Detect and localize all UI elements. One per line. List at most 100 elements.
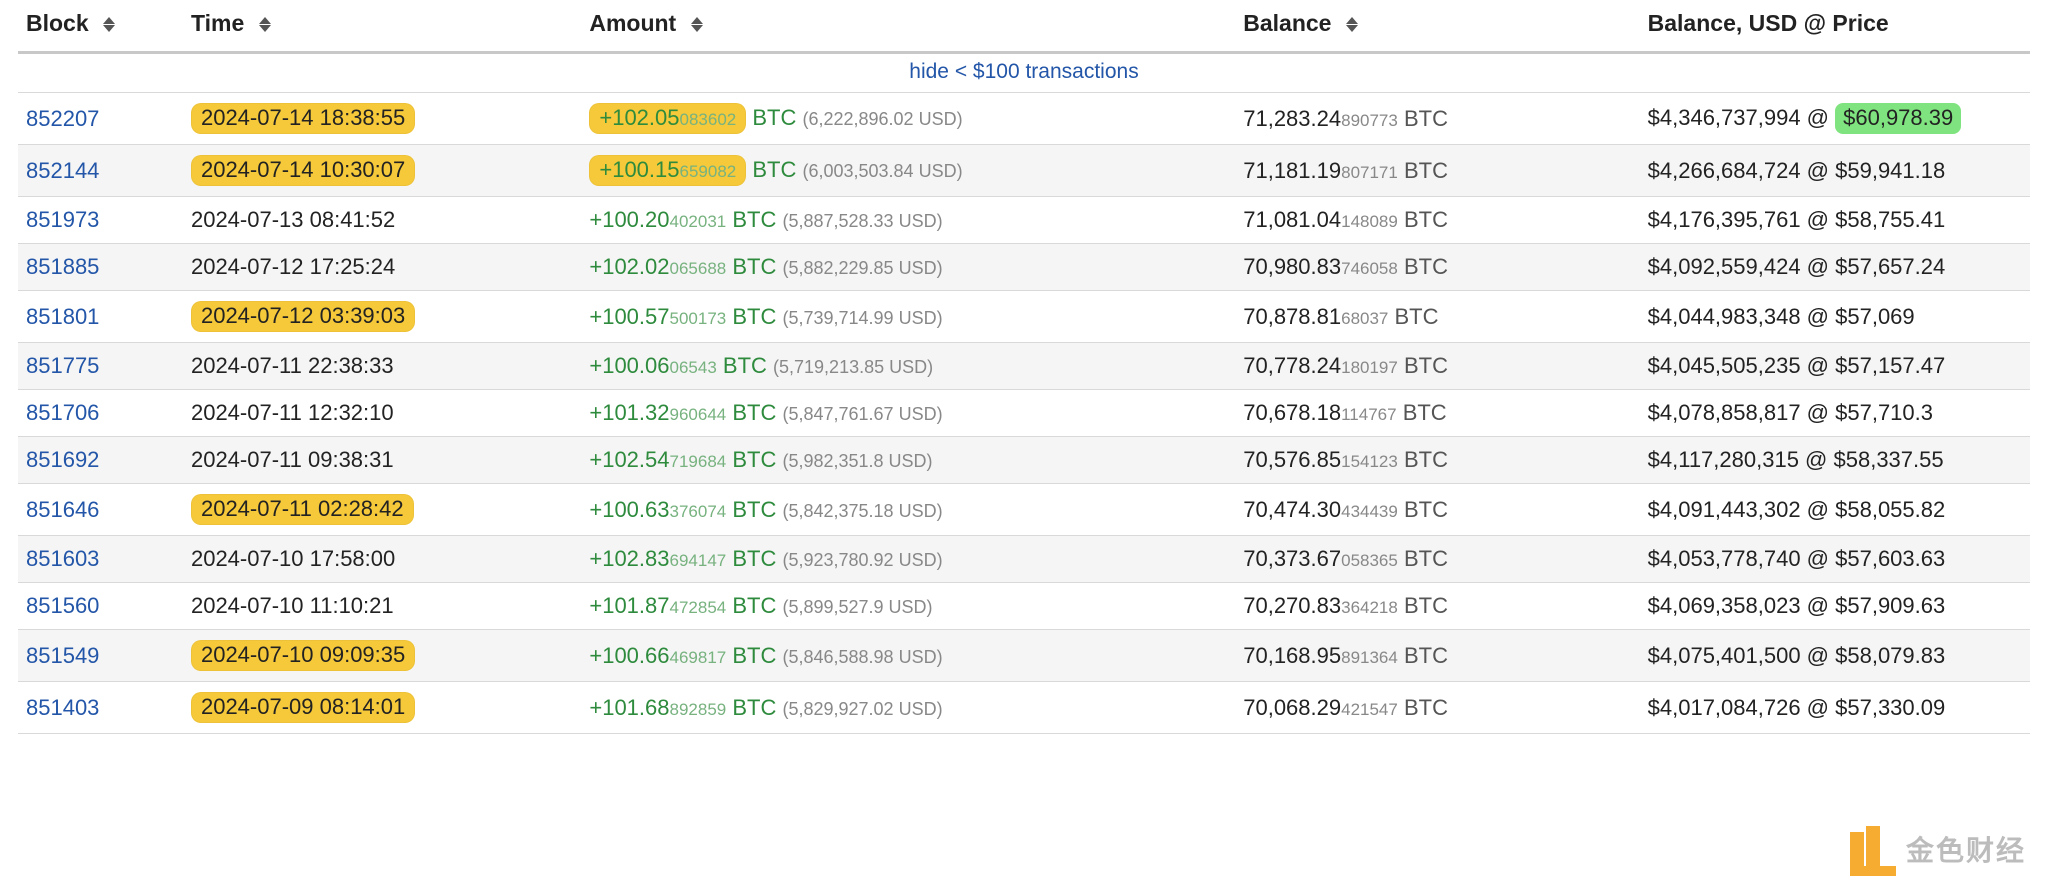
col-header-block[interactable]: Block bbox=[18, 0, 183, 53]
amount-unit: BTC bbox=[717, 353, 773, 378]
time-cell: 2024-07-14 10:30:07 bbox=[183, 145, 581, 197]
amount-usd: (5,899,527.9 USD) bbox=[782, 597, 932, 617]
block-link[interactable]: 851801 bbox=[26, 304, 99, 329]
block-link[interactable]: 852144 bbox=[26, 158, 99, 183]
sort-icon[interactable] bbox=[259, 17, 271, 32]
col-header-balance[interactable]: Balance bbox=[1235, 0, 1639, 53]
balance-int: 70,878.81 bbox=[1243, 304, 1341, 329]
amount-usd: (5,719,213.85 USD) bbox=[773, 357, 933, 377]
amount-cell: +102.05083602 BTC (6,222,896.02 USD) bbox=[581, 93, 1235, 145]
block-link[interactable]: 851646 bbox=[26, 497, 99, 522]
time-cell: 2024-07-10 09:09:35 bbox=[183, 630, 581, 682]
col-header-label: Balance, USD @ Price bbox=[1648, 10, 1889, 36]
balance-int: 70,778.24 bbox=[1243, 353, 1341, 378]
balance-frac: 746058 bbox=[1341, 259, 1398, 278]
amount-unit: BTC bbox=[726, 593, 782, 618]
balance-usd-cell: $4,346,737,994 @ $60,978.39 bbox=[1640, 93, 2030, 145]
table-row: 851706 2024-07-11 12:32:10+101.32960644 B… bbox=[18, 390, 2030, 437]
amount-cell: +100.15659082 BTC (6,003,503.84 USD) bbox=[581, 145, 1235, 197]
price-value: $57,330.09 bbox=[1835, 695, 1945, 720]
time-value: 2024-07-10 17:58:00 bbox=[191, 546, 395, 571]
amount-usd: (5,842,375.18 USD) bbox=[782, 501, 942, 521]
balance-usd-cell: $4,053,778,740 @ $57,603.63 bbox=[1640, 536, 2030, 583]
amount-cell: +100.57500173 BTC (5,739,714.99 USD) bbox=[581, 291, 1235, 343]
balance-usd-value: $4,266,684,724 @ bbox=[1648, 158, 1835, 183]
table-row: 8515602024-07-10 11:10:21+101.87472854 B… bbox=[18, 583, 2030, 630]
balance-unit: BTC bbox=[1388, 304, 1438, 329]
table-row: 8515492024-07-10 09:09:35+100.66469817 B… bbox=[18, 630, 2030, 682]
balance-usd-cell: $4,017,084,726 @ $57,330.09 bbox=[1640, 682, 2030, 734]
balance-cell: 71,181.19807171 BTC bbox=[1235, 145, 1639, 197]
balance-usd-value: $4,017,084,726 @ bbox=[1648, 695, 1835, 720]
balance-unit: BTC bbox=[1398, 593, 1448, 618]
time-cell: 2024-07-11 12:32:10 bbox=[183, 390, 581, 437]
amount-usd: (5,846,588.98 USD) bbox=[782, 647, 942, 667]
balance-cell: 70,474.30434439 BTC bbox=[1235, 484, 1639, 536]
balance-int: 70,373.67 bbox=[1243, 546, 1341, 571]
price-value: $58,079.83 bbox=[1835, 643, 1945, 668]
amount-btc: +102.02065688 bbox=[589, 254, 726, 279]
balance-frac: 421547 bbox=[1341, 700, 1398, 719]
amount-unit: BTC bbox=[726, 304, 782, 329]
balance-frac: 807171 bbox=[1341, 163, 1398, 182]
block-link[interactable]: 851403 bbox=[26, 695, 99, 720]
sort-icon[interactable] bbox=[691, 17, 703, 32]
price-value: $59,941.18 bbox=[1835, 158, 1945, 183]
time-cell: 2024-07-10 11:10:21 bbox=[183, 583, 581, 630]
amount-btc: +100.0606543 bbox=[589, 353, 716, 378]
table-row: 8522072024-07-14 18:38:55+102.05083602 B… bbox=[18, 93, 2030, 145]
block-link[interactable]: 851885 bbox=[26, 254, 99, 279]
price-value: $57,909.63 bbox=[1835, 593, 1945, 618]
amount-btc: +100.57500173 bbox=[589, 304, 726, 329]
block-link[interactable]: 851549 bbox=[26, 643, 99, 668]
table-row: 8517752024-07-11 22:38:33+100.0606543 BT… bbox=[18, 343, 2030, 390]
time-cell: 2024-07-12 17:25:24 bbox=[183, 244, 581, 291]
balance-usd-cell: $4,078,858,817 @ $57,710.3 bbox=[1640, 390, 2030, 437]
price-value: $60,978.39 bbox=[1835, 103, 1961, 134]
table-row: 8521442024-07-14 10:30:07+100.15659082 B… bbox=[18, 145, 2030, 197]
hide-small-tx-toggle[interactable]: hide < $100 transactions bbox=[18, 53, 2030, 93]
block-link[interactable]: 851706 bbox=[26, 400, 99, 425]
price-value: $57,603.63 bbox=[1835, 546, 1945, 571]
time-value: 2024-07-10 09:09:35 bbox=[191, 640, 415, 671]
sort-icon[interactable] bbox=[1346, 17, 1358, 32]
block-link[interactable]: 851775 bbox=[26, 353, 99, 378]
time-value: 2024-07-11 02:28:42 bbox=[191, 494, 414, 525]
table-row: 8516462024-07-11 02:28:42+100.63376074 B… bbox=[18, 484, 2030, 536]
amount-btc: +100.66469817 bbox=[589, 643, 726, 668]
block-link[interactable]: 852207 bbox=[26, 106, 99, 131]
time-value: 2024-07-11 09:38:31 bbox=[191, 447, 394, 472]
amount-unit: BTC bbox=[746, 157, 802, 182]
price-value: $57,710.3 bbox=[1835, 400, 1933, 425]
amount-cell: +101.68892859 BTC (5,829,927.02 USD) bbox=[581, 682, 1235, 734]
time-value: 2024-07-12 17:25:24 bbox=[191, 254, 395, 279]
col-header-time[interactable]: Time bbox=[183, 0, 581, 53]
balance-cell: 70,270.83364218 BTC bbox=[1235, 583, 1639, 630]
block-link[interactable]: 851692 bbox=[26, 447, 99, 472]
block-link[interactable]: 851560 bbox=[26, 593, 99, 618]
balance-cell: 70,576.85154123 BTC bbox=[1235, 437, 1639, 484]
amount-unit: BTC bbox=[726, 546, 782, 571]
balance-cell: 70,168.95891364 BTC bbox=[1235, 630, 1639, 682]
col-header-amount[interactable]: Amount bbox=[581, 0, 1235, 53]
amount-btc: +100.15659082 bbox=[589, 155, 746, 186]
amount-usd: (6,222,896.02 USD) bbox=[802, 109, 962, 129]
amount-cell: +101.32960644 BTC (5,847,761.67 USD) bbox=[581, 390, 1235, 437]
balance-usd-cell: $4,075,401,500 @ $58,079.83 bbox=[1640, 630, 2030, 682]
balance-frac: 148089 bbox=[1341, 212, 1398, 231]
amount-btc: +101.68892859 bbox=[589, 695, 726, 720]
table-row: 8516032024-07-10 17:58:00+102.83694147 B… bbox=[18, 536, 2030, 583]
amount-usd: (5,882,229.85 USD) bbox=[782, 258, 942, 278]
sort-icon[interactable] bbox=[103, 17, 115, 32]
balance-frac: 180197 bbox=[1341, 358, 1398, 377]
balance-int: 70,980.83 bbox=[1243, 254, 1341, 279]
block-link[interactable]: 851603 bbox=[26, 546, 99, 571]
col-header-balance-usd[interactable]: Balance, USD @ Price bbox=[1640, 0, 2030, 53]
amount-cell: +102.02065688 BTC (5,882,229.85 USD) bbox=[581, 244, 1235, 291]
balance-frac: 154123 bbox=[1341, 452, 1398, 471]
col-header-label: Balance bbox=[1243, 10, 1331, 36]
time-cell: 2024-07-12 03:39:03 bbox=[183, 291, 581, 343]
block-link[interactable]: 851973 bbox=[26, 207, 99, 232]
amount-unit: BTC bbox=[746, 105, 802, 130]
balance-unit: BTC bbox=[1398, 254, 1448, 279]
